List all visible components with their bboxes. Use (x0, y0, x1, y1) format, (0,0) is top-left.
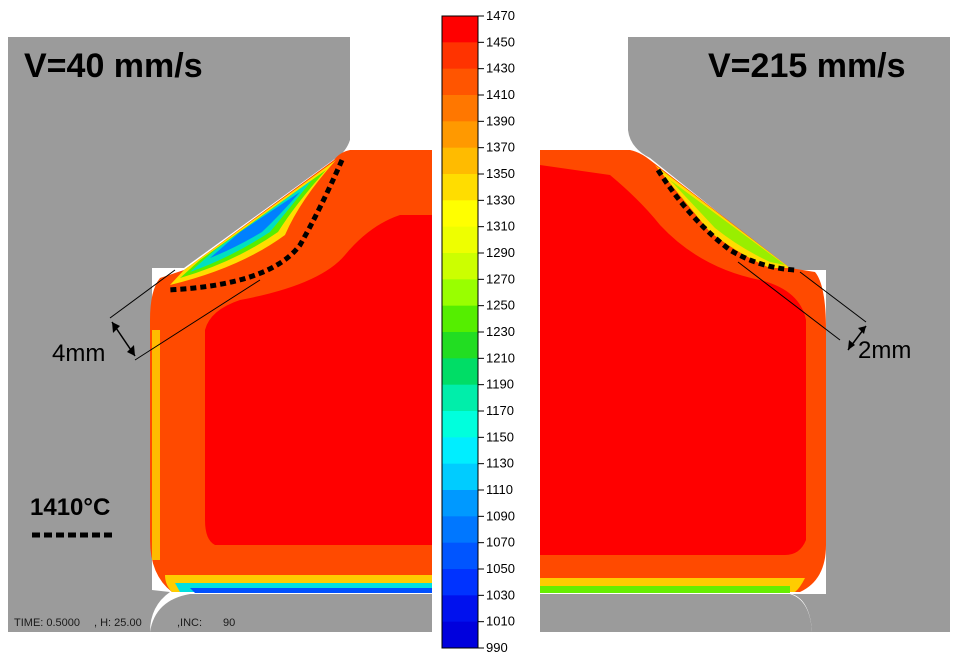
colorbar-band (442, 490, 478, 517)
colorbar-band (442, 121, 478, 149)
left-title: V=40 mm/s (24, 47, 203, 85)
colorbar-band (442, 253, 478, 280)
colorbar-tick-label: 1290 (486, 245, 515, 260)
status-time: TIME: 0.5000 (14, 617, 80, 629)
colorbar-tick-label: 1270 (486, 271, 515, 286)
colorbar-band (442, 95, 478, 122)
colorbar-tick-label: 1450 (486, 34, 515, 49)
colorbar-band (442, 42, 478, 70)
right-chamfer-yellow (655, 165, 790, 268)
colorbar-band (442, 279, 478, 307)
isotherm-legend-label: 1410°C (30, 494, 110, 521)
status-inc-value: 90 (223, 617, 235, 629)
colorbar-band (442, 516, 478, 544)
colorbar-tick-label: 1370 (486, 140, 515, 155)
right-hot-core (540, 165, 806, 555)
left-dimension-label: 4mm (52, 340, 105, 367)
right-bottom-green (540, 586, 790, 593)
colorbar-band (442, 16, 478, 43)
colorbar-band (442, 200, 478, 228)
colorbar-tick-label: 1130 (486, 456, 514, 471)
colorbar-band (442, 305, 478, 333)
right-isotherm-line (655, 168, 796, 273)
colorbar-band (442, 569, 478, 596)
colorbar-tick-label: 990 (486, 640, 508, 655)
colorbar-tick-label: 1410 (486, 87, 515, 102)
right-dimension (737, 261, 867, 351)
right-punch (540, 594, 812, 632)
right-title: V=215 mm/s (708, 47, 906, 85)
right-die (628, 37, 950, 632)
colorbar: 1470 1450 1430 1410 1390 1370 1350 1330 1310 1290… (441, 8, 515, 655)
colorbar-tick-label: 1310 (486, 219, 515, 234)
colorbar-tick-label: 1350 (486, 166, 515, 181)
left-panel: 4mm V=40 mm/s 1410°C TIME: 0.5000 , H: 2… (8, 37, 432, 632)
colorbar-tick-label: 1070 (486, 535, 515, 550)
right-dimension-label: 2mm (858, 337, 911, 364)
colorbar-tick-label: 1250 (486, 298, 515, 313)
left-hot-core (205, 215, 432, 545)
status-h: , H: 25.00 (94, 617, 142, 629)
colorbar-band (442, 68, 478, 96)
colorbar-tick-label: 1050 (486, 561, 515, 576)
colorbar-band (442, 595, 478, 623)
colorbar-band (442, 147, 478, 175)
colorbar-tick-label: 1210 (486, 350, 515, 365)
colorbar-tick-label: 1030 (486, 587, 515, 602)
colorbar-band (442, 384, 478, 412)
colorbar-band (442, 463, 478, 491)
left-edge-warm-strip (152, 330, 160, 560)
colorbar-tick-label: 1330 (486, 192, 515, 207)
colorbar-band (442, 542, 478, 570)
colorbar-tick-label: 1150 (486, 429, 514, 444)
colorbar-band (442, 332, 478, 359)
colorbar-ticks: 1470 1450 1430 1410 1390 1370 1350 1330 1310 1290… (478, 8, 515, 655)
colorbar-tick-label: 1190 (486, 377, 514, 392)
colorbar-band (442, 411, 478, 438)
colorbar-band (442, 226, 478, 254)
colorbar-tick-label: 1470 (486, 8, 515, 23)
colorbar-tick-label: 1090 (486, 508, 515, 523)
colorbar-tick-label: 1110 (486, 482, 513, 497)
colorbar-bands (442, 16, 478, 649)
left-die (8, 37, 350, 632)
status-inc-label: ,INC: (177, 617, 202, 629)
left-dimension (109, 269, 261, 361)
colorbar-band (442, 621, 478, 649)
colorbar-tick-label: 1390 (486, 113, 515, 128)
left-bottom-blue (190, 588, 432, 593)
left-chamfer-blue (210, 192, 300, 258)
colorbar-band (442, 174, 478, 201)
colorbar-tick-label: 1170 (486, 403, 514, 418)
colorbar-tick-label: 1230 (486, 324, 515, 339)
left-punch (150, 594, 432, 632)
colorbar-band (442, 437, 478, 465)
colorbar-band (442, 358, 478, 386)
right-chamfer-green (670, 180, 785, 265)
colorbar-tick-label: 1010 (486, 614, 515, 629)
right-panel: 2mm V=215 mm/s (540, 37, 950, 632)
colorbar-tick-label: 1430 (486, 61, 515, 76)
